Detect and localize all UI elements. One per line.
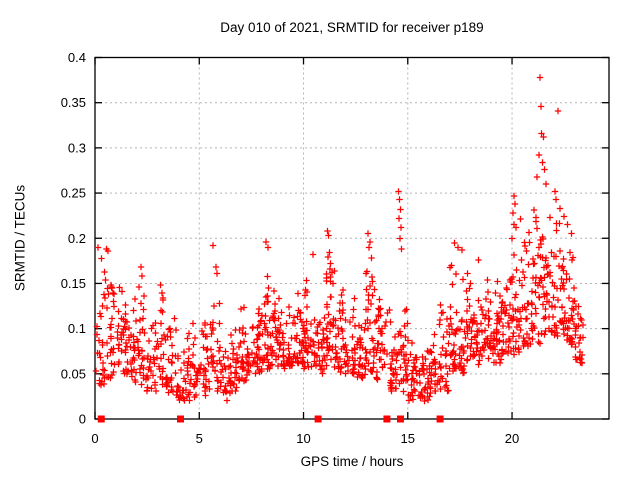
srmtid-scatter-points [92,74,587,405]
y-tick-label: 0.35 [61,95,86,110]
event-marker [383,415,391,423]
y-tick-label: 0.05 [61,366,86,381]
y-tick-label: 0.15 [61,276,86,291]
y-tick-label: 0 [79,412,86,427]
event-marker [436,415,444,423]
event-marker-squares [97,415,444,423]
y-tick-label: 0.1 [68,321,86,336]
event-marker [314,415,322,423]
x-tick-label: 5 [196,431,203,446]
event-marker [97,415,105,423]
chart-title: Day 010 of 2021, SRMTID for receiver p18… [220,20,484,35]
event-marker [396,415,404,423]
tick-marks [94,56,609,420]
x-tick-label: 20 [505,431,519,446]
y-axis-label: SRMTID / TECUs [12,184,28,292]
x-tick-label: 10 [296,431,310,446]
y-tick-labels: 0 0.05 0.1 0.15 0.2 0.25 0.3 0.35 0.4 [61,50,86,427]
event-marker [176,415,184,423]
x-tick-label: 15 [401,431,415,446]
y-tick-label: 0.2 [68,231,86,246]
x-axis-label: GPS time / hours [300,454,404,469]
y-tick-label: 0.25 [61,186,86,201]
x-tick-label: 0 [91,431,98,446]
x-tick-labels: 0 5 10 15 20 [91,431,519,446]
y-tick-label: 0.3 [68,140,86,155]
y-tick-label: 0.4 [68,50,86,65]
